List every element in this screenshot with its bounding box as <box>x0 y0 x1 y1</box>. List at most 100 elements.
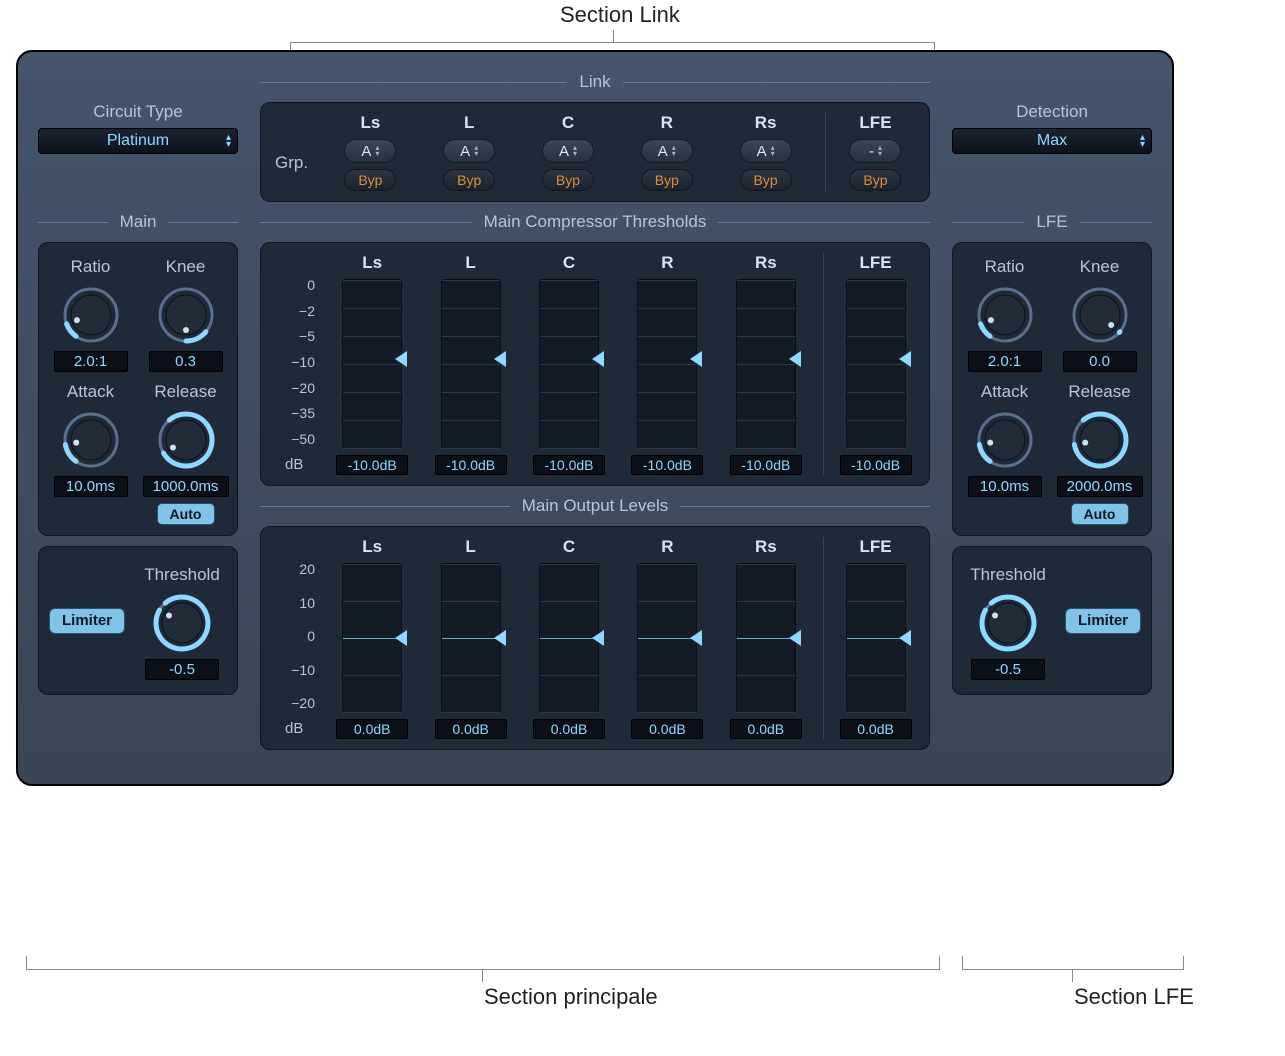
slider-readout[interactable]: -10.0dB <box>840 455 912 475</box>
slider-thumb-icon[interactable] <box>395 351 407 367</box>
group-selector[interactable]: A▴▾ <box>542 139 594 163</box>
main-knob-panel: Ratio 2.0:1 Knee 0.3 Attack <box>38 242 238 536</box>
main-threshold-value[interactable]: -0.5 <box>145 659 219 680</box>
group-selector[interactable]: A▴▾ <box>443 139 495 163</box>
main-release-label: Release <box>141 382 231 402</box>
main-ratio-value[interactable]: 2.0:1 <box>54 351 128 372</box>
slider-thumb-icon[interactable] <box>899 351 911 367</box>
lfe-release-knob[interactable] <box>1068 408 1132 472</box>
link-lfe-col: LFE-▴▾Byp <box>825 113 915 191</box>
slider-thumb-icon[interactable] <box>789 630 801 646</box>
lfe-threshold-knob[interactable] <box>976 591 1040 655</box>
circuit-type-dropdown[interactable]: Platinum ▴▾ <box>38 128 238 154</box>
group-selector[interactable]: A▴▾ <box>740 139 792 163</box>
lfe-release-value[interactable]: 2000.0ms <box>1057 476 1143 497</box>
slider-track[interactable] <box>441 563 501 713</box>
slider-track[interactable] <box>342 279 402 449</box>
annotation-lfe-label: Section LFE <box>1074 984 1194 1010</box>
main-attack-label: Attack <box>46 382 136 402</box>
bypass-button[interactable]: Byp <box>740 169 792 191</box>
slider-track[interactable] <box>736 279 796 449</box>
detection-label: Detection <box>952 102 1152 122</box>
main-attack-knob[interactable] <box>59 408 123 472</box>
slider-track[interactable] <box>637 279 697 449</box>
slider-readout[interactable]: -10.0dB <box>435 455 507 475</box>
lfe-knob-panel: Ratio 2.0:1 Knee 0.0 Attack <box>952 242 1152 536</box>
slider-thumb-icon[interactable] <box>592 630 604 646</box>
main-knee-knob[interactable] <box>154 283 218 347</box>
slider-thumb-icon[interactable] <box>789 351 801 367</box>
bypass-button[interactable]: Byp <box>443 169 495 191</box>
main-attack-value[interactable]: 10.0ms <box>54 476 128 497</box>
lfe-knee-knob[interactable] <box>1068 283 1132 347</box>
slider-col: C0.0dB <box>520 537 618 739</box>
link-channel-col: CA▴▾Byp <box>519 113 618 191</box>
slider-col: L-10.0dB <box>421 253 519 475</box>
lfe-ratio-value[interactable]: 2.0:1 <box>968 351 1042 372</box>
lfe-knee-value[interactable]: 0.0 <box>1063 351 1137 372</box>
group-selector[interactable]: A▴▾ <box>344 139 396 163</box>
slider-thumb-icon[interactable] <box>690 351 702 367</box>
slider-readout[interactable]: -10.0dB <box>336 455 408 475</box>
main-ratio-label: Ratio <box>46 257 136 277</box>
slider-track[interactable] <box>846 279 906 449</box>
channel-label: C <box>520 253 618 273</box>
channel-label: Ls <box>323 253 421 273</box>
slider-readout[interactable]: 0.0dB <box>435 719 507 739</box>
slider-track[interactable] <box>637 563 697 713</box>
lfe-threshold-value[interactable]: -0.5 <box>971 659 1045 680</box>
outputs-title: Main Output Levels <box>522 496 668 516</box>
dropdown-arrows-icon: ▴▾ <box>1140 134 1145 148</box>
slider-track[interactable] <box>342 563 402 713</box>
slider-track[interactable] <box>736 563 796 713</box>
lfe-threshold-label: Threshold <box>963 565 1053 585</box>
slider-thumb-icon[interactable] <box>395 630 407 646</box>
link-channel-col: L A▴▾ Byp <box>420 113 519 191</box>
main-release-knob[interactable] <box>154 408 218 472</box>
main-release-value[interactable]: 1000.0ms <box>143 476 229 497</box>
lfe-section-title: LFE <box>1036 212 1067 232</box>
slider-readout[interactable]: 0.0dB <box>840 719 912 739</box>
channel-label: Ls <box>321 113 420 133</box>
slider-thumb-icon[interactable] <box>592 351 604 367</box>
lfe-limiter-button[interactable]: Limiter <box>1065 608 1141 634</box>
slider-readout[interactable]: -10.0dB <box>631 455 703 475</box>
channel-label: L <box>420 113 519 133</box>
slider-readout[interactable]: -10.0dB <box>730 455 802 475</box>
slider-thumb-icon[interactable] <box>494 351 506 367</box>
main-knee-value[interactable]: 0.3 <box>149 351 223 372</box>
group-selector[interactable]: -▴▾ <box>849 139 901 163</box>
slider-col: L0.0dB <box>421 537 519 739</box>
lfe-attack-knob[interactable] <box>973 408 1037 472</box>
main-limiter-button[interactable]: Limiter <box>49 608 125 634</box>
bypass-button[interactable]: Byp <box>542 169 594 191</box>
lfe-attack-value[interactable]: 10.0ms <box>968 476 1042 497</box>
slider-readout[interactable]: 0.0dB <box>730 719 802 739</box>
slider-readout[interactable]: 0.0dB <box>336 719 408 739</box>
bypass-button[interactable]: Byp <box>344 169 396 191</box>
slider-readout[interactable]: 0.0dB <box>631 719 703 739</box>
slider-readout[interactable]: -10.0dB <box>533 455 605 475</box>
link-section-title: Link <box>579 72 610 92</box>
main-threshold-knob[interactable] <box>150 591 214 655</box>
slider-track[interactable] <box>539 563 599 713</box>
main-auto-button[interactable]: Auto <box>157 503 215 525</box>
outputs-panel: 20100−10−20 Ls0.0dBL0.0dBC0.0dBR0.0dBRs0… <box>260 526 930 750</box>
main-ratio-knob[interactable] <box>59 283 123 347</box>
lfe-ratio-knob[interactable] <box>973 283 1037 347</box>
slider-track[interactable] <box>441 279 501 449</box>
slider-track[interactable] <box>846 563 906 713</box>
lfe-auto-button[interactable]: Auto <box>1071 503 1129 525</box>
annotation-main-bracket <box>26 956 940 970</box>
slider-thumb-icon[interactable] <box>494 630 506 646</box>
slider-thumb-icon[interactable] <box>899 630 911 646</box>
slider-track[interactable] <box>539 279 599 449</box>
annotation-top-label: Section Link <box>560 2 680 28</box>
bypass-button[interactable]: Byp <box>849 169 901 191</box>
bypass-button[interactable]: Byp <box>641 169 693 191</box>
detection-dropdown[interactable]: Max ▴▾ <box>952 128 1152 154</box>
slider-readout[interactable]: 0.0dB <box>533 719 605 739</box>
slider-thumb-icon[interactable] <box>690 630 702 646</box>
slider-col: Rs-10.0dB <box>717 253 815 475</box>
group-selector[interactable]: A▴▾ <box>641 139 693 163</box>
